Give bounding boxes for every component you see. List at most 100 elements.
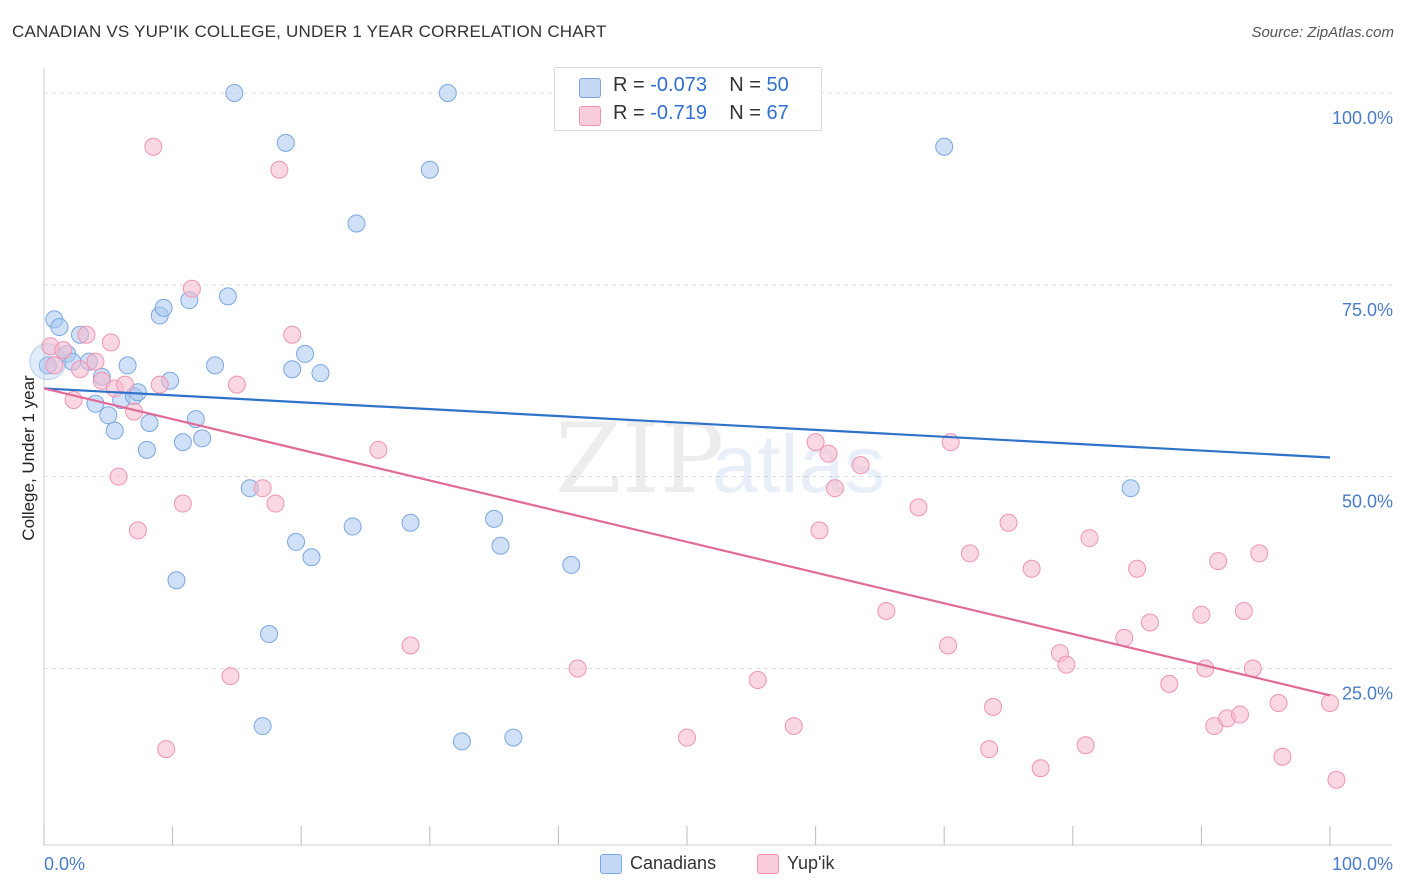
yupik-point <box>984 697 1003 716</box>
yupik-point <box>568 659 587 678</box>
yupik-point <box>1080 529 1099 548</box>
stats-legend-box: R = -0.073 N = 50 R = -0.719 N = 67 <box>554 67 822 131</box>
yupik-trend-line <box>43 387 1331 697</box>
yupik-point <box>784 717 803 736</box>
canadians-n-value: 50 <box>766 74 789 96</box>
chart-title: CANADIAN VS YUP'IK COLLEGE, UNDER 1 YEAR… <box>12 22 607 41</box>
yupik-point <box>1076 736 1095 755</box>
gridlines <box>44 92 1392 670</box>
yupik-point <box>227 375 246 394</box>
canadians-point <box>485 509 504 528</box>
yupik-point <box>109 467 128 486</box>
canadians-point <box>562 555 581 574</box>
canadians-point <box>140 413 159 432</box>
yupik-point <box>1327 770 1346 789</box>
canadians-point <box>1121 479 1140 498</box>
canadians-point <box>401 513 420 532</box>
canadians-point <box>167 571 186 590</box>
yupik-point <box>144 137 163 156</box>
yupik-point <box>101 333 120 352</box>
canadians-point <box>137 440 156 459</box>
canadians-point <box>193 429 212 448</box>
yupik-point <box>851 456 870 475</box>
canadians-point <box>420 160 439 179</box>
yupik-point <box>253 479 272 498</box>
canadians-point <box>347 214 366 233</box>
y-tick-labels: 25.0% 50.0% 75.0% 100.0% <box>1332 108 1393 703</box>
legend-canadians-label: Canadians <box>630 853 717 873</box>
yupik-point <box>810 521 829 540</box>
yupik-n-value: 67 <box>766 102 789 124</box>
yupik-point <box>150 375 169 394</box>
y-tick-label: 75.0% <box>1342 300 1393 320</box>
canadians-point <box>154 298 173 317</box>
canadians-point <box>452 732 471 751</box>
canadians-point <box>118 356 137 375</box>
x-tick-label-min: 0.0% <box>44 854 85 874</box>
canadians-point <box>260 624 279 643</box>
canadians-point <box>343 517 362 536</box>
yupik-point <box>401 636 420 655</box>
canadians-r-value: -0.073 <box>650 74 707 96</box>
canadians-point <box>935 137 954 156</box>
y-tick-label: 50.0% <box>1342 492 1393 512</box>
canadians-point <box>283 360 302 379</box>
yupik-point <box>1196 659 1215 678</box>
yupik-point <box>1022 559 1041 578</box>
yupik-point <box>369 440 388 459</box>
legend-yupik-label: Yup'ik <box>787 853 835 873</box>
y-tick-label: 100.0% <box>1332 108 1393 128</box>
axes <box>43 68 1392 846</box>
y-axis-label: College, Under 1 year <box>19 375 38 541</box>
yupik-point <box>173 494 192 513</box>
canadians-point <box>206 356 225 375</box>
yupik-point <box>1031 759 1050 778</box>
canadians-point <box>50 318 69 337</box>
yupik-point <box>909 498 928 517</box>
canadians-point <box>225 84 244 103</box>
trend-lines <box>43 387 1331 697</box>
x-tick-label-max: 100.0% <box>1332 854 1393 874</box>
yupik-point <box>45 356 64 375</box>
yupik-point <box>999 513 1018 532</box>
yupik-points <box>41 137 1346 789</box>
r-label: R = <box>613 102 645 124</box>
yupik-point <box>266 494 285 513</box>
source-label: Source: ZipAtlas.com <box>1251 24 1394 41</box>
canadians-point <box>504 728 523 747</box>
yupik-point <box>283 325 302 344</box>
canadians-point <box>302 548 321 567</box>
yupik-point <box>877 601 896 620</box>
yupik-r-value: -0.719 <box>650 102 707 124</box>
yupik-point <box>128 521 147 540</box>
yupik-point <box>678 728 696 747</box>
canadians-point <box>287 532 306 551</box>
yupik-point <box>1234 601 1253 620</box>
yupik-point <box>980 740 999 759</box>
yupik-point <box>1321 694 1339 713</box>
yupik-point <box>1230 705 1249 724</box>
yupik-point <box>819 444 838 463</box>
n-label: N = <box>729 102 761 124</box>
yupik-point <box>1209 552 1228 571</box>
canadians-point <box>311 364 330 383</box>
yupik-point <box>182 279 201 298</box>
yupik-point <box>1269 694 1288 713</box>
canadians-point <box>105 421 124 440</box>
yupik-point <box>1192 605 1211 624</box>
yupik-point <box>116 375 135 394</box>
yupik-point <box>1160 674 1179 693</box>
yupik-point <box>825 479 844 498</box>
canadians-point <box>218 287 237 306</box>
yupik-swatch <box>579 106 601 126</box>
yupik-point <box>54 341 73 360</box>
yupik-point <box>221 667 240 686</box>
legend-canadians-swatch <box>600 854 622 874</box>
yupik-point <box>77 325 96 344</box>
n-label: N = <box>729 74 761 96</box>
canadians-swatch <box>579 78 601 98</box>
legend-yupik-swatch <box>757 854 779 874</box>
yupik-point <box>1250 544 1269 563</box>
canadians-point <box>296 344 315 363</box>
yupik-point <box>1273 747 1292 766</box>
